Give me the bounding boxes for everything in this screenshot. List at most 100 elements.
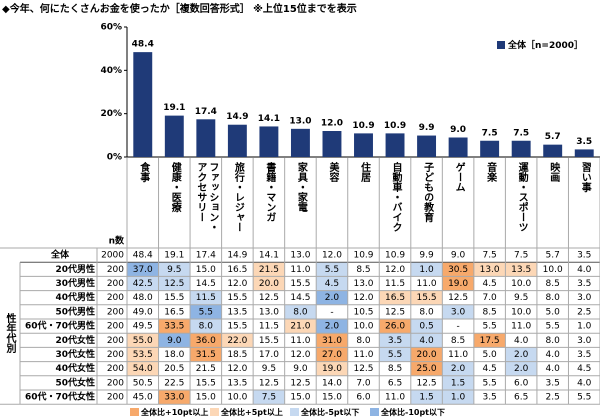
table-cell: 18.5 (227, 350, 247, 360)
table-cell: 8.5 (388, 364, 402, 374)
table-cell: 15.0 (290, 393, 310, 403)
row-label: 全体 (50, 249, 70, 261)
cell-highlight (127, 333, 159, 348)
cell-highlight (410, 361, 443, 376)
value-label: 9.9 (419, 123, 435, 133)
n-value: 200 (107, 293, 124, 303)
table-cell: 4.5 (577, 364, 591, 374)
bar (574, 149, 594, 157)
table-cell: 20.0 (259, 279, 279, 289)
table-cell: 12.5 (259, 378, 279, 388)
n-header: n数 (109, 235, 125, 247)
table-cell: 1.5 (419, 393, 433, 403)
category-label: 食事 (137, 162, 149, 182)
table-cell: - (456, 322, 459, 332)
bar (543, 144, 563, 157)
table-cell: 31.5 (196, 350, 216, 360)
category-label: 自動車・バイク (390, 162, 402, 232)
table-cell: 14.5 (290, 293, 310, 303)
n-value: 200 (107, 307, 124, 317)
table-cell: 3.5 (577, 279, 591, 289)
legend-swatch (370, 408, 379, 416)
table-cell: 33.5 (164, 322, 184, 332)
table-cell: 5.5 (546, 322, 560, 332)
n-value: 200 (107, 350, 124, 360)
cell-highlight (442, 390, 474, 405)
legend-swatch (130, 408, 139, 416)
bar (227, 124, 247, 157)
cell-highlight (410, 319, 443, 334)
value-label: 7.5 (482, 128, 498, 138)
table-cell: 14.9 (227, 251, 247, 261)
cell-highlight (190, 290, 222, 305)
table-cell: 4.5 (482, 364, 496, 374)
value-label: 9.0 (450, 125, 466, 135)
table-cell: 7.5 (514, 251, 528, 261)
table-cell: 5.5 (482, 378, 496, 388)
table-cell: 15.5 (227, 322, 247, 332)
table-cell: 10.0 (543, 265, 563, 275)
table-cell: 4.0 (514, 336, 529, 346)
table-cell: 1.5 (451, 378, 465, 388)
table-cell: 37.0 (133, 265, 153, 275)
n-value: 2000 (101, 251, 124, 261)
table-cell: 4.0 (419, 336, 434, 346)
table-cell: 8.0 (199, 322, 214, 332)
bar (385, 133, 405, 157)
table-cell: 8.5 (546, 279, 560, 289)
legend-label: 全体比+10pt以上 (140, 407, 208, 417)
table-cell: 17.4 (196, 251, 216, 261)
table-cell: 12.0 (227, 279, 247, 289)
table-cell: 5.0 (482, 350, 497, 360)
table-cell: 15.5 (164, 293, 184, 303)
table-cell: 17.5 (480, 336, 500, 346)
chart-title: ◆今年、何にたくさんお金を使ったか［複数回答形式］ ※上位15位までを表示 (2, 2, 357, 15)
table-cell: 9.5 (514, 293, 528, 303)
bar (196, 119, 216, 157)
table-cell: 15.5 (259, 336, 279, 346)
value-label: 14.1 (258, 114, 280, 124)
table-cell: 8.5 (356, 265, 370, 275)
row-label: 30代女性 (55, 348, 95, 360)
table-cell: 1.0 (419, 265, 434, 275)
bar (259, 126, 279, 157)
cell-highlight (505, 262, 537, 277)
category-label: ゲーム (453, 162, 465, 192)
n-value: 200 (107, 364, 124, 374)
cell-highlight (442, 304, 474, 319)
table-cell: 7.0 (482, 293, 497, 303)
y-tick-label: 20% (100, 109, 122, 119)
table-cell: 17.0 (259, 350, 279, 360)
table-cell: 11.0 (511, 322, 531, 332)
category-label: 書籍・マンガ (263, 162, 275, 222)
value-label: 13.0 (289, 116, 311, 126)
table-cell: 10.0 (511, 279, 531, 289)
group-label: 性年代別 (4, 312, 17, 354)
bar (133, 52, 153, 158)
table-cell: 10.5 (353, 307, 373, 317)
row-label: 60代・70代男性 (25, 320, 95, 332)
table-cell: 15.5 (290, 279, 310, 289)
table-cell: 11.0 (290, 265, 310, 275)
table-cell: 4.5 (482, 279, 496, 289)
table-cell: 12.5 (448, 293, 468, 303)
table-cell: 2.0 (451, 364, 466, 374)
cell-highlight (410, 347, 443, 362)
table-cell: 11.5 (259, 322, 279, 332)
bar (511, 140, 531, 157)
table-cell: 10.0 (353, 322, 373, 332)
legend-label: 全体比+5pt以上 (220, 407, 283, 417)
legend-label: 全体比-10pt以下 (380, 407, 445, 417)
table-cell: 15.5 (196, 378, 216, 388)
table-cell: 1.0 (451, 393, 466, 403)
table-cell: 1.0 (577, 322, 592, 332)
table-cell: 14.5 (196, 279, 216, 289)
value-label: 3.5 (576, 137, 592, 147)
table-cell: 16.5 (227, 265, 247, 275)
cell-highlight (253, 276, 285, 291)
table-cell: 11.0 (385, 393, 405, 403)
table-cell: 18.0 (164, 350, 184, 360)
table-cell: 5.5 (388, 350, 402, 360)
